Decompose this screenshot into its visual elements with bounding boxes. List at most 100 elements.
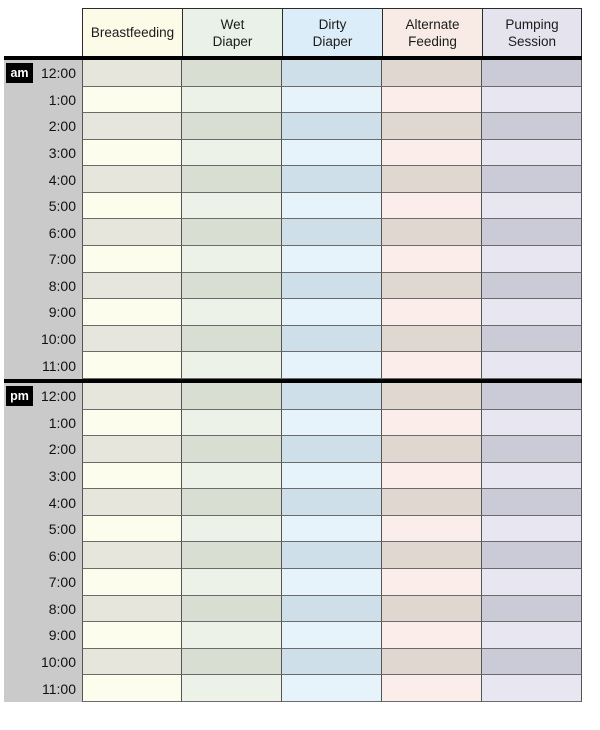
log-cell-pumping-session-am-200[interactable] [482,113,582,140]
log-cell-dirty-diaper-pm-200[interactable] [282,436,382,463]
log-cell-wet-diaper-pm-200[interactable] [182,436,282,463]
log-cell-wet-diaper-am-1100[interactable] [182,352,282,379]
log-cell-wet-diaper-pm-700[interactable] [182,568,282,596]
log-cell-pumping-session-am-700[interactable] [482,246,582,273]
log-cell-wet-diaper-pm-1200[interactable] [182,382,282,410]
log-cell-dirty-diaper-am-100[interactable] [282,86,382,114]
log-cell-alternate-feeding-pm-1000[interactable] [382,648,482,676]
log-cell-wet-diaper-pm-400[interactable] [182,489,282,516]
log-cell-wet-diaper-am-800[interactable] [182,272,282,300]
log-cell-dirty-diaper-am-200[interactable] [282,113,382,140]
log-cell-alternate-feeding-am-1000[interactable] [382,325,482,353]
log-cell-pumping-session-am-300[interactable] [482,139,582,167]
log-cell-dirty-diaper-pm-1100[interactable] [282,675,382,702]
log-cell-alternate-feeding-pm-300[interactable] [382,462,482,490]
log-cell-breastfeeding-pm-800[interactable] [82,595,182,623]
log-cell-alternate-feeding-pm-500[interactable] [382,515,482,543]
log-cell-pumping-session-am-100[interactable] [482,86,582,114]
log-cell-dirty-diaper-am-500[interactable] [282,192,382,220]
log-cell-pumping-session-pm-1000[interactable] [482,648,582,676]
log-cell-wet-diaper-am-400[interactable] [182,166,282,193]
log-cell-dirty-diaper-pm-1200[interactable] [282,382,382,410]
log-cell-alternate-feeding-am-100[interactable] [382,86,482,114]
log-cell-dirty-diaper-am-800[interactable] [282,272,382,300]
log-cell-dirty-diaper-am-1000[interactable] [282,325,382,353]
log-cell-pumping-session-pm-1100[interactable] [482,675,582,702]
log-cell-pumping-session-pm-600[interactable] [482,542,582,569]
log-cell-alternate-feeding-am-1100[interactable] [382,352,482,379]
log-cell-dirty-diaper-pm-500[interactable] [282,515,382,543]
log-cell-pumping-session-am-800[interactable] [482,272,582,300]
log-cell-dirty-diaper-pm-900[interactable] [282,622,382,649]
log-cell-dirty-diaper-am-900[interactable] [282,299,382,326]
log-cell-breastfeeding-pm-300[interactable] [82,462,182,490]
log-cell-breastfeeding-pm-1000[interactable] [82,648,182,676]
log-cell-wet-diaper-am-100[interactable] [182,86,282,114]
log-cell-pumping-session-pm-700[interactable] [482,568,582,596]
log-cell-breastfeeding-am-200[interactable] [82,113,182,140]
log-cell-dirty-diaper-am-600[interactable] [282,219,382,247]
log-cell-pumping-session-pm-400[interactable] [482,489,582,516]
log-cell-wet-diaper-am-200[interactable] [182,113,282,140]
log-cell-dirty-diaper-pm-400[interactable] [282,489,382,516]
log-cell-pumping-session-pm-500[interactable] [482,515,582,543]
log-cell-wet-diaper-pm-500[interactable] [182,515,282,543]
log-cell-pumping-session-am-400[interactable] [482,166,582,193]
log-cell-pumping-session-pm-800[interactable] [482,595,582,623]
log-cell-alternate-feeding-pm-600[interactable] [382,542,482,569]
log-cell-pumping-session-pm-300[interactable] [482,462,582,490]
log-cell-breastfeeding-am-700[interactable] [82,246,182,273]
log-cell-pumping-session-am-600[interactable] [482,219,582,247]
log-cell-dirty-diaper-am-700[interactable] [282,246,382,273]
log-cell-wet-diaper-pm-1100[interactable] [182,675,282,702]
log-cell-breastfeeding-pm-500[interactable] [82,515,182,543]
log-cell-pumping-session-pm-200[interactable] [482,436,582,463]
log-cell-alternate-feeding-am-300[interactable] [382,139,482,167]
log-cell-breastfeeding-pm-1100[interactable] [82,675,182,702]
log-cell-wet-diaper-am-900[interactable] [182,299,282,326]
log-cell-breastfeeding-pm-900[interactable] [82,622,182,649]
log-cell-pumping-session-pm-100[interactable] [482,409,582,437]
log-cell-breastfeeding-am-500[interactable] [82,192,182,220]
log-cell-breastfeeding-am-800[interactable] [82,272,182,300]
log-cell-alternate-feeding-pm-200[interactable] [382,436,482,463]
log-cell-wet-diaper-am-1200[interactable] [182,60,282,87]
log-cell-dirty-diaper-am-1100[interactable] [282,352,382,379]
log-cell-breastfeeding-am-300[interactable] [82,139,182,167]
log-cell-pumping-session-am-900[interactable] [482,299,582,326]
log-cell-breastfeeding-am-1000[interactable] [82,325,182,353]
log-cell-breastfeeding-am-1200[interactable] [82,60,182,87]
log-cell-alternate-feeding-am-1200[interactable] [382,60,482,87]
log-cell-wet-diaper-pm-1000[interactable] [182,648,282,676]
log-cell-breastfeeding-am-600[interactable] [82,219,182,247]
log-cell-alternate-feeding-pm-800[interactable] [382,595,482,623]
log-cell-wet-diaper-am-600[interactable] [182,219,282,247]
log-cell-wet-diaper-am-500[interactable] [182,192,282,220]
log-cell-wet-diaper-am-1000[interactable] [182,325,282,353]
log-cell-breastfeeding-pm-700[interactable] [82,568,182,596]
log-cell-alternate-feeding-am-500[interactable] [382,192,482,220]
log-cell-breastfeeding-pm-200[interactable] [82,436,182,463]
log-cell-dirty-diaper-pm-800[interactable] [282,595,382,623]
log-cell-alternate-feeding-pm-1200[interactable] [382,382,482,410]
log-cell-wet-diaper-pm-300[interactable] [182,462,282,490]
log-cell-alternate-feeding-am-200[interactable] [382,113,482,140]
log-cell-alternate-feeding-am-400[interactable] [382,166,482,193]
log-cell-breastfeeding-am-100[interactable] [82,86,182,114]
log-cell-breastfeeding-pm-1200[interactable] [82,382,182,410]
log-cell-alternate-feeding-pm-700[interactable] [382,568,482,596]
log-cell-breastfeeding-pm-600[interactable] [82,542,182,569]
log-cell-alternate-feeding-am-800[interactable] [382,272,482,300]
log-cell-dirty-diaper-pm-1000[interactable] [282,648,382,676]
log-cell-dirty-diaper-pm-100[interactable] [282,409,382,437]
log-cell-wet-diaper-am-300[interactable] [182,139,282,167]
log-cell-pumping-session-pm-900[interactable] [482,622,582,649]
log-cell-dirty-diaper-pm-600[interactable] [282,542,382,569]
log-cell-wet-diaper-am-700[interactable] [182,246,282,273]
log-cell-alternate-feeding-am-600[interactable] [382,219,482,247]
log-cell-pumping-session-am-1200[interactable] [482,60,582,87]
log-cell-alternate-feeding-pm-400[interactable] [382,489,482,516]
log-cell-alternate-feeding-pm-1100[interactable] [382,675,482,702]
log-cell-dirty-diaper-pm-300[interactable] [282,462,382,490]
log-cell-wet-diaper-pm-800[interactable] [182,595,282,623]
